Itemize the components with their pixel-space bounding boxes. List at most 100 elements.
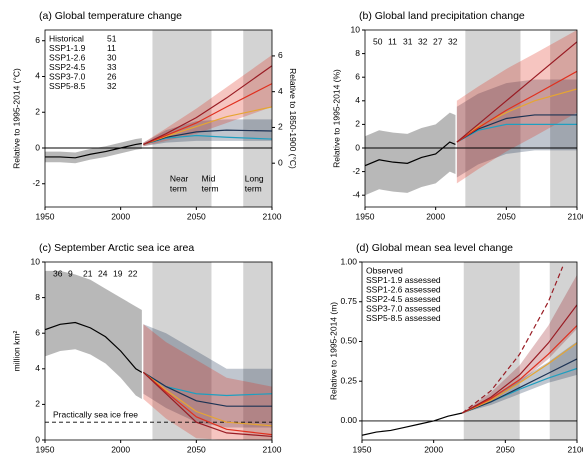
legend-count: 31 — [403, 36, 413, 46]
period-label: Mid — [202, 173, 216, 183]
series-line — [45, 321, 143, 373]
series-line — [365, 141, 456, 167]
period-shading — [152, 30, 212, 207]
legend-count: 32 — [107, 81, 117, 91]
legend-label: SSP2-4.5 assessed — [366, 294, 441, 304]
series-line — [462, 325, 577, 414]
uncertainty-band — [143, 324, 272, 428]
y-tick-label: 2 — [35, 399, 40, 409]
y-tick-label: 6 — [35, 35, 40, 45]
y-tick-label: 0.25 — [340, 375, 357, 385]
uncertainty-band — [462, 274, 577, 413]
legend-count: 32 — [418, 36, 428, 46]
x-tick-label: 2050 — [496, 444, 515, 454]
period-label: term — [170, 183, 187, 193]
legend-label: Historical — [49, 33, 84, 43]
x-tick-label: 1950 — [353, 444, 372, 454]
legend-label: SSP3-7.0 — [49, 71, 86, 81]
plot-area — [45, 30, 272, 207]
legend-count: 50 — [373, 36, 383, 46]
y-tick-label: 10 — [31, 256, 41, 266]
legend-label: SSP1-1.9 — [49, 43, 86, 53]
y-tick-label: 0 — [35, 142, 40, 152]
y-tick-label: 0 — [355, 142, 360, 152]
legend-count: 11 — [107, 43, 116, 53]
legend-count: 26 — [107, 71, 117, 81]
legend-count: 21 — [83, 268, 93, 278]
period-label: Long — [245, 173, 264, 183]
x-tick-label: 1950 — [356, 211, 375, 221]
period-shading — [463, 262, 520, 440]
x-tick-label: 2050 — [497, 211, 516, 221]
x-tick-label: 2000 — [111, 211, 130, 221]
panel-title: (b) Global land precipitation change — [359, 10, 525, 22]
legend-count: 24 — [98, 268, 108, 278]
series-line — [456, 123, 577, 143]
series-line — [456, 114, 577, 143]
legend-label: Observed — [366, 265, 403, 275]
period-shading — [243, 262, 272, 440]
x-tick-label: 2100 — [568, 444, 583, 454]
x-tick-label: 2050 — [187, 211, 206, 221]
series-line — [45, 142, 142, 159]
x-tick-label: 2100 — [263, 211, 282, 221]
y-tick-label: 2 — [35, 106, 40, 116]
series-line — [143, 83, 272, 145]
legend-count: 32 — [448, 36, 458, 46]
period-shading — [549, 262, 577, 440]
series-line — [456, 70, 577, 143]
period-label: term — [202, 183, 219, 193]
legend-label: SSP5-8.5 assessed — [366, 313, 441, 323]
axes-frame — [364, 29, 578, 208]
x-tick-label: 2000 — [111, 444, 130, 454]
y-tick-label: 8 — [35, 292, 40, 302]
x-tick-label: 1950 — [36, 211, 55, 221]
period-shading — [550, 30, 577, 207]
panel-title: (d) Global mean sea level change — [356, 242, 513, 254]
legend-label: SSP1-2.6 — [49, 52, 86, 62]
legend-label: SSP1-2.6 assessed — [366, 284, 441, 294]
plot-area — [45, 262, 272, 440]
uncertainty-band — [462, 341, 577, 413]
uncertainty-band — [143, 324, 272, 440]
legend-count: 51 — [107, 33, 117, 43]
y-tick-label: -2 — [32, 178, 40, 188]
y2-tick-label: 0 — [278, 157, 283, 167]
legend-count: 30 — [107, 52, 117, 62]
threshold-label: Practically sea ice free — [53, 409, 138, 419]
series-line — [142, 371, 272, 436]
legend-label: SSP1-1.9 assessed — [366, 275, 441, 285]
series-line — [142, 371, 272, 427]
y-tick-label: 0 — [35, 434, 40, 444]
y2-tick-label: 4 — [278, 86, 283, 96]
y-tick-label: 1.00 — [340, 256, 357, 266]
axes-frame — [361, 261, 578, 441]
uncertainty-band — [365, 112, 456, 196]
series-line — [143, 65, 272, 145]
legend-count: 11 — [388, 36, 397, 46]
period-label: Near — [170, 173, 189, 183]
x-tick-label: 2000 — [426, 211, 445, 221]
series-line — [143, 371, 272, 407]
x-tick-label: 2050 — [187, 444, 206, 454]
uncertainty-band — [456, 30, 577, 184]
axes-frame — [44, 29, 273, 208]
legend-count: 33 — [107, 62, 117, 72]
series-line — [362, 412, 463, 436]
y-tick-label: 4 — [35, 71, 40, 81]
axes-frame — [44, 261, 273, 441]
period-label: term — [245, 183, 262, 193]
y-tick-label: 4 — [355, 95, 360, 105]
series-line — [462, 342, 577, 414]
panel-title: (c) September Arctic sea ice area — [39, 242, 194, 254]
plot-area — [365, 30, 577, 207]
x-tick-label: 2100 — [263, 444, 282, 454]
y-tick-label: 6 — [35, 327, 40, 337]
y-tick-label: 6 — [355, 71, 360, 81]
uncertainty-band — [45, 270, 142, 400]
legend-count: 36 — [53, 268, 63, 278]
legend-count: 27 — [433, 36, 443, 46]
series-line — [462, 358, 577, 414]
y-tick-label: 0.75 — [340, 296, 357, 306]
